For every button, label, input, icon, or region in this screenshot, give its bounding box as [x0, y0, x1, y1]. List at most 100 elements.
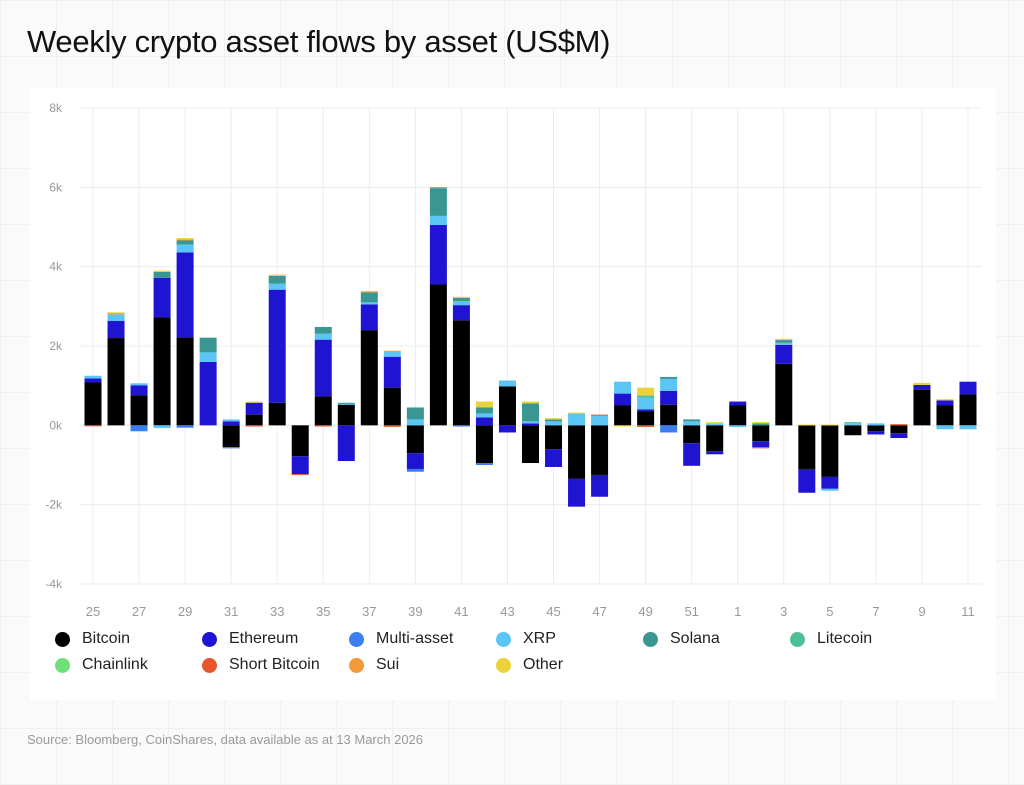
bar-segment-bitcoin	[729, 405, 747, 426]
legend-item: XRP	[496, 630, 556, 648]
x-tick-label: 45	[546, 604, 560, 619]
legend-item: Solana	[643, 630, 720, 648]
bar-segment-xrp	[775, 342, 793, 345]
bar-segment-sui	[429, 186, 447, 189]
bar-segment-ethereum	[291, 456, 309, 475]
bar-segment-bitcoin	[568, 425, 586, 479]
bar-segment-bitcoin	[660, 404, 678, 426]
bar-segment-bitcoin	[153, 317, 171, 426]
legend-item: Short Bitcoin	[202, 656, 320, 674]
bar-segment-other	[614, 425, 632, 427]
bar-segment-short-bitcoin	[314, 425, 332, 427]
x-tick-label: 1	[734, 604, 741, 619]
bar-segment-ethereum	[245, 402, 263, 415]
legend-item: Litecoin	[790, 630, 872, 648]
bar-segment-other	[798, 424, 816, 426]
legend-swatch	[349, 631, 364, 647]
x-tick-label: 35	[316, 604, 330, 619]
legend-swatch	[202, 631, 217, 647]
legend-swatch	[790, 631, 805, 647]
bar-segment-ethereum	[660, 390, 678, 405]
bar-segment-multi-asset	[222, 447, 240, 449]
bar-segment-other	[522, 401, 539, 404]
bar-segment-multi-asset	[475, 463, 493, 465]
bar-segment-bitcoin	[268, 402, 286, 426]
bar-segment-xrp	[153, 425, 171, 429]
bar-segment-bitcoin	[614, 405, 632, 426]
bar-segment-bitcoin	[591, 425, 609, 475]
bar-segment-xrp	[545, 421, 563, 426]
x-tick-label: 25	[86, 604, 100, 619]
bar-segment-bitcoin	[176, 337, 194, 426]
bar-segment-other	[176, 238, 194, 240]
bar-segment-bitcoin	[844, 425, 862, 436]
bar-segment-xrp	[660, 378, 678, 391]
legend-label: Ethereum	[229, 630, 299, 647]
bar-segment-solana	[360, 292, 378, 303]
bar-segment-bitcoin	[314, 396, 332, 426]
bar-segment-ethereum	[913, 384, 931, 390]
source-note: Source: Bloomberg, CoinShares, data avai…	[27, 732, 424, 747]
bar-segment-other	[268, 274, 286, 276]
bar-segment-xrp	[222, 419, 240, 422]
x-tick-label: 5	[826, 604, 833, 619]
bar-segment-solana	[683, 419, 701, 422]
legend-label: Sui	[376, 656, 400, 673]
bar-segment-bitcoin	[821, 425, 839, 477]
bar-segment-ethereum	[798, 468, 816, 493]
bar-segment-ethereum	[637, 409, 655, 412]
bar-segment-ethereum	[821, 476, 839, 489]
bar-segment-bitcoin	[752, 425, 770, 442]
legend-label: Solana	[670, 630, 720, 647]
bar-segment-bitcoin	[452, 320, 470, 426]
bar-segment-other	[107, 312, 125, 314]
bar-segment-other	[452, 296, 470, 299]
bar-segment-other	[936, 399, 954, 401]
bar-segment-ethereum	[522, 423, 539, 426]
legend-label: Chainlink	[82, 656, 148, 673]
bar-segment-other	[153, 270, 171, 272]
bar-segment-bitcoin	[337, 404, 355, 426]
legend-label: Multi-asset	[376, 630, 454, 647]
bar-segment-ethereum	[890, 433, 908, 439]
bar-segment-other	[913, 382, 931, 385]
bar-segment-other	[706, 422, 724, 424]
bar-segment-bitcoin	[706, 425, 724, 452]
bar-segment-ethereum	[683, 443, 701, 466]
bar-segment-bitcoin	[798, 425, 816, 469]
y-tick-label: 2k	[49, 339, 63, 353]
bar-segment-bitcoin	[959, 394, 977, 426]
x-tick-label: 41	[454, 604, 468, 619]
bar-segment-ethereum	[429, 225, 447, 285]
y-tick-label: -2k	[45, 498, 63, 512]
bar-segment-bitcoin	[360, 330, 378, 426]
bar-segment-bitcoin	[637, 411, 655, 426]
bar-segment-xrp	[360, 302, 378, 305]
bar-segment-ethereum	[314, 339, 332, 397]
bar-segment-ethereum	[475, 417, 493, 426]
bar-segment-solana	[660, 376, 678, 379]
x-tick-label: 29	[178, 604, 192, 619]
bar-segment-solana	[337, 402, 355, 404]
bar-segment-other	[821, 424, 839, 426]
y-tick-label: 8k	[49, 101, 63, 115]
bar-segment-bitcoin	[522, 425, 539, 464]
bar-segment-multi-asset	[130, 425, 148, 432]
y-tick-label: -4k	[45, 577, 63, 591]
bar-segment-other	[775, 338, 793, 341]
y-tick-label: 6k	[49, 180, 63, 194]
bar-segment-short-bitcoin	[752, 447, 770, 449]
legend-swatch	[496, 631, 511, 647]
bar-segment-litecoin	[844, 422, 862, 424]
bar-segment-bitcoin	[913, 389, 931, 426]
bar-segment-sui	[176, 239, 194, 241]
bar-segment-short-bitcoin	[291, 474, 309, 476]
y-tick-label: 4k	[49, 260, 63, 274]
legend-swatch	[55, 657, 70, 673]
bar-segment-solana	[314, 326, 332, 334]
bar-segment-solana	[752, 423, 770, 426]
chart-title: Weekly crypto asset flows by asset (US$M…	[27, 24, 611, 59]
bar-segment-ethereum	[936, 400, 954, 406]
legend-label: Litecoin	[817, 630, 873, 647]
